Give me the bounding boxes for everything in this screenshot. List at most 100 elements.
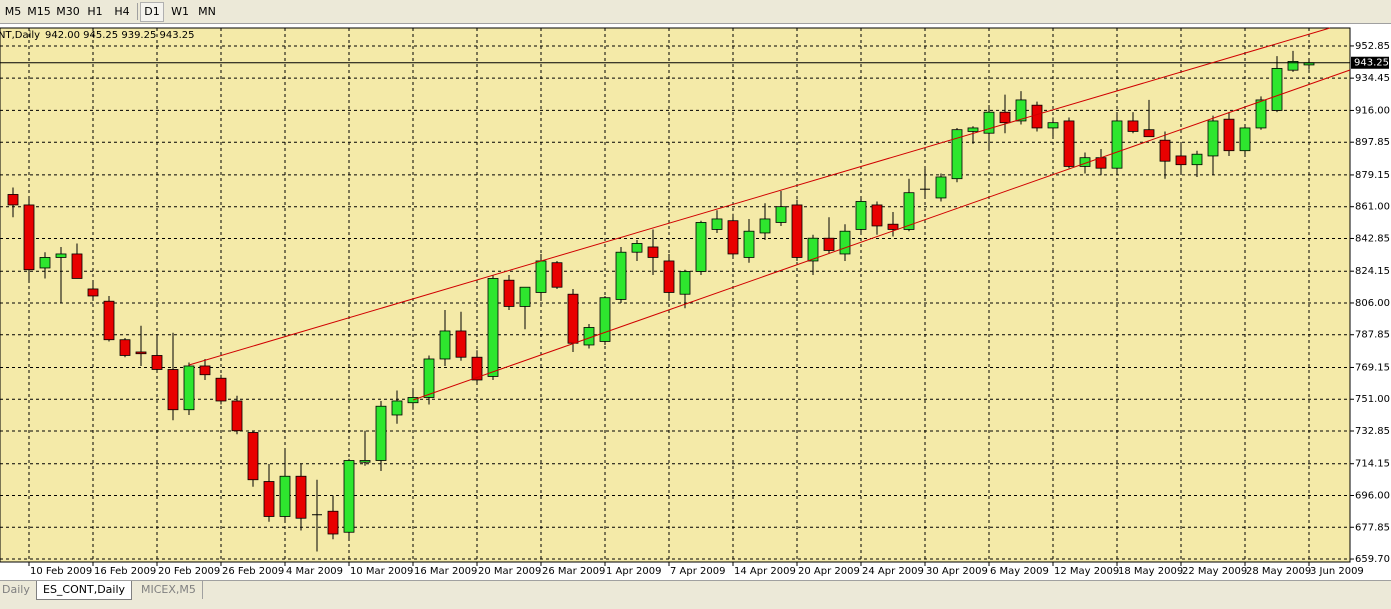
candle-body (7, 194, 19, 206)
candle-body (999, 111, 1011, 124)
x-tick-label: 18 May 2009 (1118, 566, 1183, 577)
candle-body (1191, 153, 1203, 166)
candle-body (295, 475, 307, 519)
candle-body (1015, 99, 1027, 122)
candle-body (231, 400, 243, 432)
button[interactable]: M30 (56, 5, 80, 18)
x-tick-label: 20 Feb 2009 (158, 566, 220, 577)
candle-body (567, 293, 579, 344)
axis: 952.85 934.45 916.00 897.85 879.15 861.00 842.… (28, 41, 1390, 577)
candle-body (743, 230, 755, 258)
toolbar: M5 M15 M30 H1 H4 D1 W1 MN (0, 0, 1391, 24)
button[interactable]: MN (198, 5, 216, 18)
y-tick-label: 769.15 (1355, 362, 1390, 373)
candle-body (359, 460, 371, 463)
y-tick-label: 824.15 (1355, 266, 1390, 277)
candle-body (471, 356, 483, 381)
chart: NT,Daily 942.00 945.25 939.25 943.25 952… (0, 24, 1391, 580)
x-tick-label: 24 Apr 2009 (862, 566, 924, 577)
y-tick-label: 934.45 (1355, 73, 1390, 84)
x-tick-label: 10 Feb 2009 (30, 566, 92, 577)
price-label: 943.25 (1354, 58, 1389, 69)
candle-body (1063, 120, 1075, 167)
button[interactable]: M15 (27, 5, 51, 18)
x-tick-label: 4 Mar 2009 (286, 566, 343, 577)
tab-bar: Daily ES_CONT,Daily MICEX,M5 (0, 580, 1391, 609)
candle-body (1143, 129, 1155, 138)
candle-body (807, 237, 819, 262)
candle-body (1207, 120, 1219, 157)
candle-body (599, 297, 611, 342)
candle-body (391, 400, 403, 416)
candle-body (551, 262, 563, 288)
price-label-box (1351, 56, 1389, 69)
candle-body (903, 192, 915, 230)
y-tick-label: 806.00 (1355, 298, 1390, 309)
candle-body (1255, 99, 1267, 129)
candle-body (103, 300, 115, 341)
candle-body (1287, 61, 1299, 71)
tab[interactable]: MICEX,M5 (135, 581, 203, 599)
candle-body (1175, 155, 1187, 166)
candle-body (983, 111, 995, 134)
y-tick-label: 916.00 (1355, 105, 1390, 116)
x-tick-label: 28 May 2009 (1246, 566, 1311, 577)
candle-body (71, 253, 83, 279)
y-tick-label: 879.15 (1355, 170, 1390, 181)
candle-body (775, 206, 787, 223)
candle-body (327, 510, 339, 535)
candle-body (647, 246, 659, 258)
y-tick-label: 696.00 (1355, 490, 1390, 501)
candle-body (855, 201, 867, 230)
candle-body (1271, 68, 1283, 111)
candle-body (151, 355, 163, 370)
candle-body (583, 327, 595, 346)
candle-body (1223, 118, 1235, 152)
candle-body (951, 129, 963, 180)
candle-body (679, 271, 691, 295)
candle-body (535, 260, 547, 293)
ohlc-values: 942.00 945.25 939.25 943.25 (45, 30, 195, 41)
candle-body (615, 251, 627, 300)
tab[interactable]: ES_CONT,Daily (36, 581, 133, 600)
y-tick-label: 751.00 (1355, 394, 1390, 405)
button[interactable]: H4 (114, 5, 130, 18)
candle-body (871, 204, 883, 227)
candle-body (455, 330, 467, 358)
y-tick-label: 842.85 (1355, 233, 1390, 244)
candle-body (1047, 122, 1059, 129)
candle-body (439, 330, 451, 360)
chart-title: NT,Daily (0, 30, 40, 41)
candle-body (935, 176, 947, 199)
candle-body (759, 218, 771, 234)
button[interactable]: M5 (4, 5, 22, 18)
button[interactable]: W1 (171, 5, 189, 18)
button[interactable]: D1 (140, 2, 164, 22)
x-tick-label: 26 Mar 2009 (542, 566, 605, 577)
candle-body (791, 204, 803, 258)
tab[interactable]: Daily (0, 581, 37, 599)
button[interactable]: H1 (87, 5, 103, 18)
candle-body (247, 432, 259, 481)
candle-body (215, 377, 227, 402)
x-tick-label: 30 Apr 2009 (926, 566, 988, 577)
grid (0, 28, 1350, 562)
separator (137, 3, 138, 20)
x-tick-label: 6 May 2009 (990, 566, 1049, 577)
candle-body (183, 365, 195, 411)
candle-body (135, 351, 147, 355)
candle-body (503, 279, 515, 307)
candle-body (1239, 127, 1251, 152)
x-tick-label: 10 Mar 2009 (350, 566, 413, 577)
candle-body (343, 460, 355, 533)
candle-body (887, 223, 899, 230)
x-tick-label: 20 Mar 2009 (478, 566, 541, 577)
candle-body (263, 481, 275, 517)
candle-body (119, 339, 131, 356)
candle-body (519, 286, 531, 307)
y-tick-label: 677.85 (1355, 522, 1390, 533)
candle-body (823, 237, 835, 251)
y-tick-label: 659.70 (1355, 554, 1390, 565)
y-tick-label: 787.85 (1355, 330, 1390, 341)
